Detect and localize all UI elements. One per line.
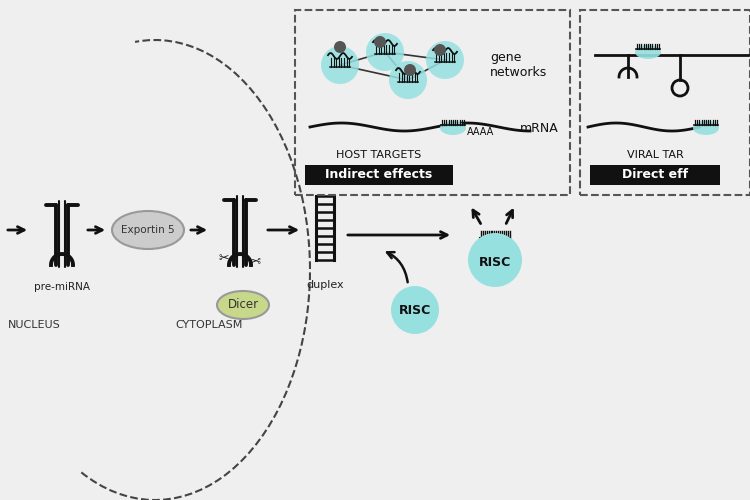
Text: Direct eff: Direct eff	[622, 168, 688, 181]
Text: VIRAL TAR: VIRAL TAR	[627, 150, 683, 160]
Circle shape	[389, 61, 427, 99]
Circle shape	[404, 64, 416, 76]
Circle shape	[366, 33, 404, 71]
Ellipse shape	[217, 291, 269, 319]
Text: CYTOPLASM: CYTOPLASM	[175, 320, 242, 330]
Text: duplex: duplex	[306, 280, 344, 290]
Text: Exportin 5: Exportin 5	[122, 225, 175, 235]
Text: RISC: RISC	[478, 256, 512, 270]
Text: pre-miRNA: pre-miRNA	[34, 282, 90, 292]
Ellipse shape	[693, 121, 719, 135]
Text: gene
networks: gene networks	[490, 51, 548, 79]
Text: Dicer: Dicer	[227, 298, 259, 312]
Bar	[295, 10, 570, 195]
Bar	[580, 10, 750, 195]
Circle shape	[426, 41, 464, 79]
Text: AAAA: AAAA	[467, 127, 494, 137]
Text: NUCLEUS: NUCLEUS	[8, 320, 61, 330]
Text: RISC: RISC	[399, 304, 431, 316]
Circle shape	[321, 46, 359, 84]
Circle shape	[434, 44, 446, 56]
Circle shape	[374, 36, 386, 48]
Text: mRNA: mRNA	[520, 122, 559, 134]
Ellipse shape	[635, 45, 661, 59]
Circle shape	[468, 233, 522, 287]
Text: HOST TARGETS: HOST TARGETS	[336, 150, 422, 160]
Text: ✂: ✂	[250, 252, 260, 264]
Ellipse shape	[440, 121, 466, 135]
Circle shape	[334, 41, 346, 53]
Text: ✂: ✂	[219, 252, 230, 264]
FancyBboxPatch shape	[305, 165, 453, 185]
FancyBboxPatch shape	[590, 165, 720, 185]
Text: Indirect effects: Indirect effects	[326, 168, 433, 181]
Circle shape	[391, 286, 439, 334]
Ellipse shape	[112, 211, 184, 249]
